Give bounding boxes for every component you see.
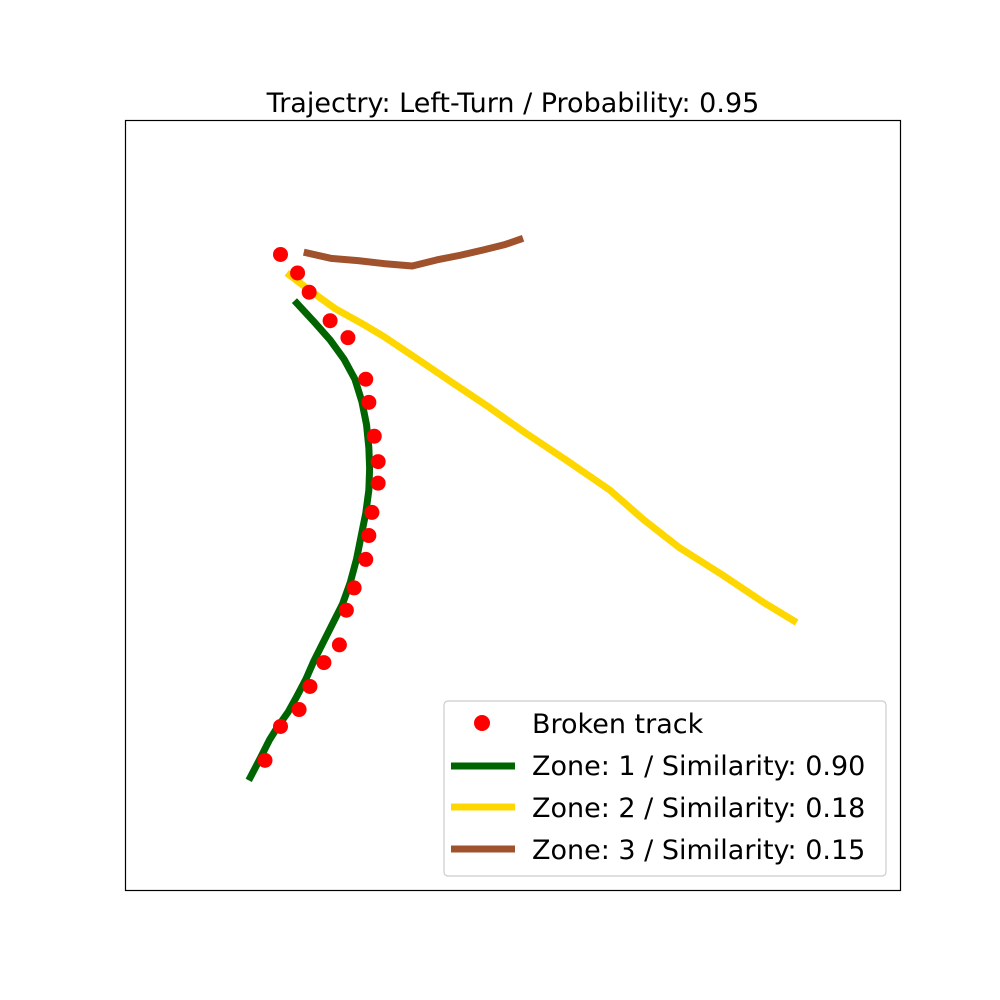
broken-track-point-16 [316,655,332,671]
broken-track-point-17 [302,678,318,694]
broken-track-point-20 [257,752,273,768]
series-line-zone-1 [245,298,374,783]
broken-track-point-10 [364,504,380,520]
series-layer [245,235,799,783]
broken-track-point-5 [358,371,374,387]
broken-track-point-2 [301,284,317,300]
legend: Broken track Zone: 1 / Similarity: 0.90 … [443,700,887,877]
broken-track-point-0 [273,246,288,262]
series-line-zone-3 [302,235,525,270]
broken-track-point-1 [290,265,306,281]
broken-track-point-12 [358,551,374,567]
legend-label-broken-track: Broken track [532,709,704,740]
legend-marker-broken-track [474,715,490,731]
broken-track-point-19 [273,718,288,734]
broken-track-point-15 [331,637,347,653]
broken-track-point-3 [322,313,338,329]
broken-track-point-6 [361,394,377,410]
legend-label-zone-3: Zone: 3 / Similarity: 0.15 [532,835,865,866]
broken-track-point-9 [370,475,386,491]
chart-title: Trajectry: Left-Turn / Probability: 0.95 [266,88,760,119]
broken-track-point-14 [338,602,354,618]
broken-track-point-11 [361,528,377,544]
legend-box [443,700,887,877]
broken-track-point-18 [291,702,307,718]
broken-track-point-8 [370,454,386,470]
broken-track-point-4 [340,330,356,346]
legend-label-zone-2: Zone: 2 / Similarity: 0.18 [532,793,865,824]
broken-track-point-7 [366,428,382,444]
legend-label-zone-1: Zone: 1 / Similarity: 0.90 [532,751,865,782]
series-line-zone-2 [284,270,799,626]
broken-track-point-13 [346,580,362,596]
